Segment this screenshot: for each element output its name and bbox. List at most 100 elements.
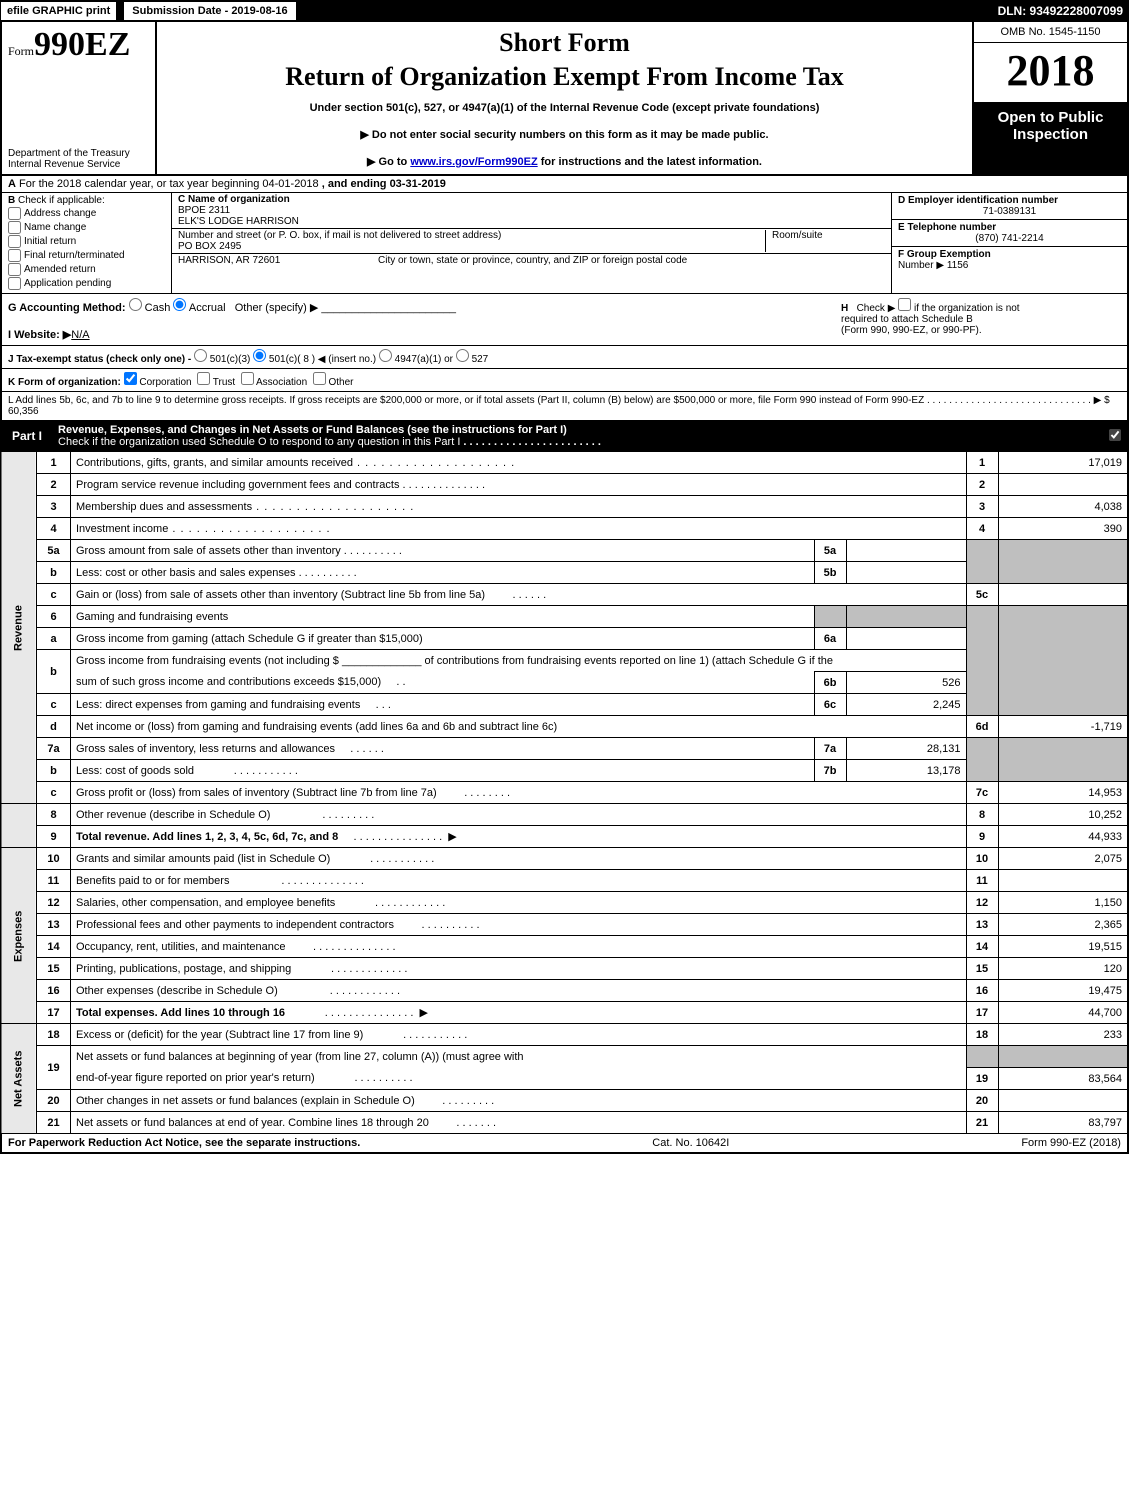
- omb-number: OMB No. 1545-1150: [974, 22, 1127, 43]
- footer: For Paperwork Reduction Act Notice, see …: [0, 1134, 1129, 1154]
- radio-527[interactable]: [456, 349, 469, 362]
- line-no: 2: [37, 474, 71, 496]
- mid-no: 6c: [814, 694, 846, 716]
- result-val: [998, 870, 1128, 892]
- shaded-cell: [998, 1046, 1128, 1068]
- line-no: 6: [37, 606, 71, 628]
- d-ein-row: D Employer identification number 71-0389…: [892, 193, 1127, 220]
- table-row: 2 Program service revenue including gove…: [1, 474, 1128, 496]
- chk-schedule-b[interactable]: [898, 298, 911, 311]
- line-no: 18: [37, 1024, 71, 1046]
- result-val: -1,719: [998, 716, 1128, 738]
- chk-initial-return-box[interactable]: [8, 235, 21, 248]
- chk-corporation[interactable]: [124, 372, 137, 385]
- chk-name-change[interactable]: Name change: [8, 221, 165, 234]
- line-desc: Grants and similar amounts paid (list in…: [71, 848, 967, 870]
- chk-amended-return[interactable]: Amended return: [8, 263, 165, 276]
- line-desc: Total expenses. Add lines 10 through 16 …: [71, 1002, 967, 1024]
- i-label: I Website: ▶: [8, 329, 71, 341]
- line-desc: Occupancy, rent, utilities, and maintena…: [71, 936, 967, 958]
- line-no: 11: [37, 870, 71, 892]
- city-label: City or town, state or province, country…: [358, 255, 885, 266]
- table-row: sum of such gross income and contributio…: [1, 672, 1128, 694]
- col-b-checkboxes: B Check if applicable: Address change Na…: [2, 193, 172, 293]
- part-1-checkbox[interactable]: [1109, 429, 1121, 441]
- radio-501c3[interactable]: [194, 349, 207, 362]
- part-1-checkbox-cell: [1103, 429, 1127, 444]
- result-val: 4,038: [998, 496, 1128, 518]
- result-no: 18: [966, 1024, 998, 1046]
- table-row: 7a Gross sales of inventory, less return…: [1, 738, 1128, 760]
- instruction-1: ▶ Do not enter social security numbers o…: [167, 128, 962, 141]
- result-no: 7c: [966, 782, 998, 804]
- line-desc: Net assets or fund balances at end of ye…: [71, 1112, 967, 1134]
- chk-association[interactable]: [241, 372, 254, 385]
- cash-label: Cash: [145, 302, 171, 314]
- radio-501c[interactable]: [253, 349, 266, 362]
- line-no: c: [37, 782, 71, 804]
- e-label: E Telephone number: [898, 222, 996, 233]
- other-label: Other (specify) ▶: [235, 302, 319, 314]
- table-row: 11 Benefits paid to or for members . . .…: [1, 870, 1128, 892]
- line-desc: Total revenue. Add lines 1, 2, 3, 4, 5c,…: [71, 826, 967, 848]
- table-row: b Gross income from fundraising events (…: [1, 650, 1128, 672]
- result-val: 120: [998, 958, 1128, 980]
- line-no: d: [37, 716, 71, 738]
- table-row: 17 Total expenses. Add lines 10 through …: [1, 1002, 1128, 1024]
- mid-no: 5b: [814, 562, 846, 584]
- short-form-label: Short Form: [167, 28, 962, 58]
- result-no: 16: [966, 980, 998, 1002]
- line-desc: Gaming and fundraising events: [71, 606, 815, 628]
- open-public-2: Inspection: [978, 126, 1123, 143]
- line-no: c: [37, 694, 71, 716]
- chk-other[interactable]: [313, 372, 326, 385]
- label-a: A: [8, 178, 16, 190]
- line-no: 13: [37, 914, 71, 936]
- f-label: F Group Exemption: [898, 249, 991, 260]
- table-row: 13 Professional fees and other payments …: [1, 914, 1128, 936]
- chk-address-change-box[interactable]: [8, 207, 21, 220]
- line-desc: Gross sales of inventory, less returns a…: [71, 738, 815, 760]
- form-990ez: 990EZ: [34, 26, 130, 63]
- mid-val: [846, 562, 966, 584]
- chk-application-pending[interactable]: Application pending: [8, 277, 165, 290]
- instr2-pre: ▶ Go to: [367, 156, 410, 168]
- line-no: 7a: [37, 738, 71, 760]
- efile-print-button[interactable]: efile GRAPHIC print: [0, 1, 117, 21]
- result-val: 390: [998, 518, 1128, 540]
- chk-final-return-box[interactable]: [8, 249, 21, 262]
- line-desc: Membership dues and assessments: [71, 496, 967, 518]
- dept-irs: Internal Revenue Service: [8, 159, 149, 170]
- chk-application-pending-box[interactable]: [8, 277, 21, 290]
- c-label: C Name of organization: [178, 194, 290, 205]
- line-desc: Gain or (loss) from sale of assets other…: [71, 584, 967, 606]
- shaded-cell: [966, 1046, 998, 1068]
- shaded-cell: [998, 540, 1128, 584]
- chk-amended-return-box[interactable]: [8, 263, 21, 276]
- line-no: 9: [37, 826, 71, 848]
- label-b: B: [8, 195, 15, 206]
- part-1-title: Revenue, Expenses, and Changes in Net As…: [52, 421, 1103, 451]
- result-val: 83,797: [998, 1112, 1128, 1134]
- side-label-revenue: Revenue: [1, 452, 37, 804]
- radio-accrual[interactable]: [173, 298, 186, 311]
- result-val: [998, 474, 1128, 496]
- section-l: L Add lines 5b, 6c, and 7b to line 9 to …: [0, 392, 1129, 421]
- radio-cash[interactable]: [129, 298, 142, 311]
- chk-address-change[interactable]: Address change: [8, 207, 165, 220]
- website-value: N/A: [71, 329, 89, 341]
- chk-trust[interactable]: [197, 372, 210, 385]
- line-no: 19: [37, 1046, 71, 1090]
- radio-4947[interactable]: [379, 349, 392, 362]
- ghi-right: H Check ▶ if the organization is not req…: [841, 298, 1121, 341]
- phone-value: (870) 741-2214: [898, 233, 1121, 244]
- part-1-label: Part I: [2, 426, 52, 446]
- result-no: 10: [966, 848, 998, 870]
- chk-initial-return[interactable]: Initial return: [8, 235, 165, 248]
- chk-name-change-box[interactable]: [8, 221, 21, 234]
- h-label: H: [841, 303, 848, 314]
- result-no: 6d: [966, 716, 998, 738]
- mid-val: [846, 540, 966, 562]
- irs-link[interactable]: www.irs.gov/Form990EZ: [410, 156, 537, 168]
- chk-final-return[interactable]: Final return/terminated: [8, 249, 165, 262]
